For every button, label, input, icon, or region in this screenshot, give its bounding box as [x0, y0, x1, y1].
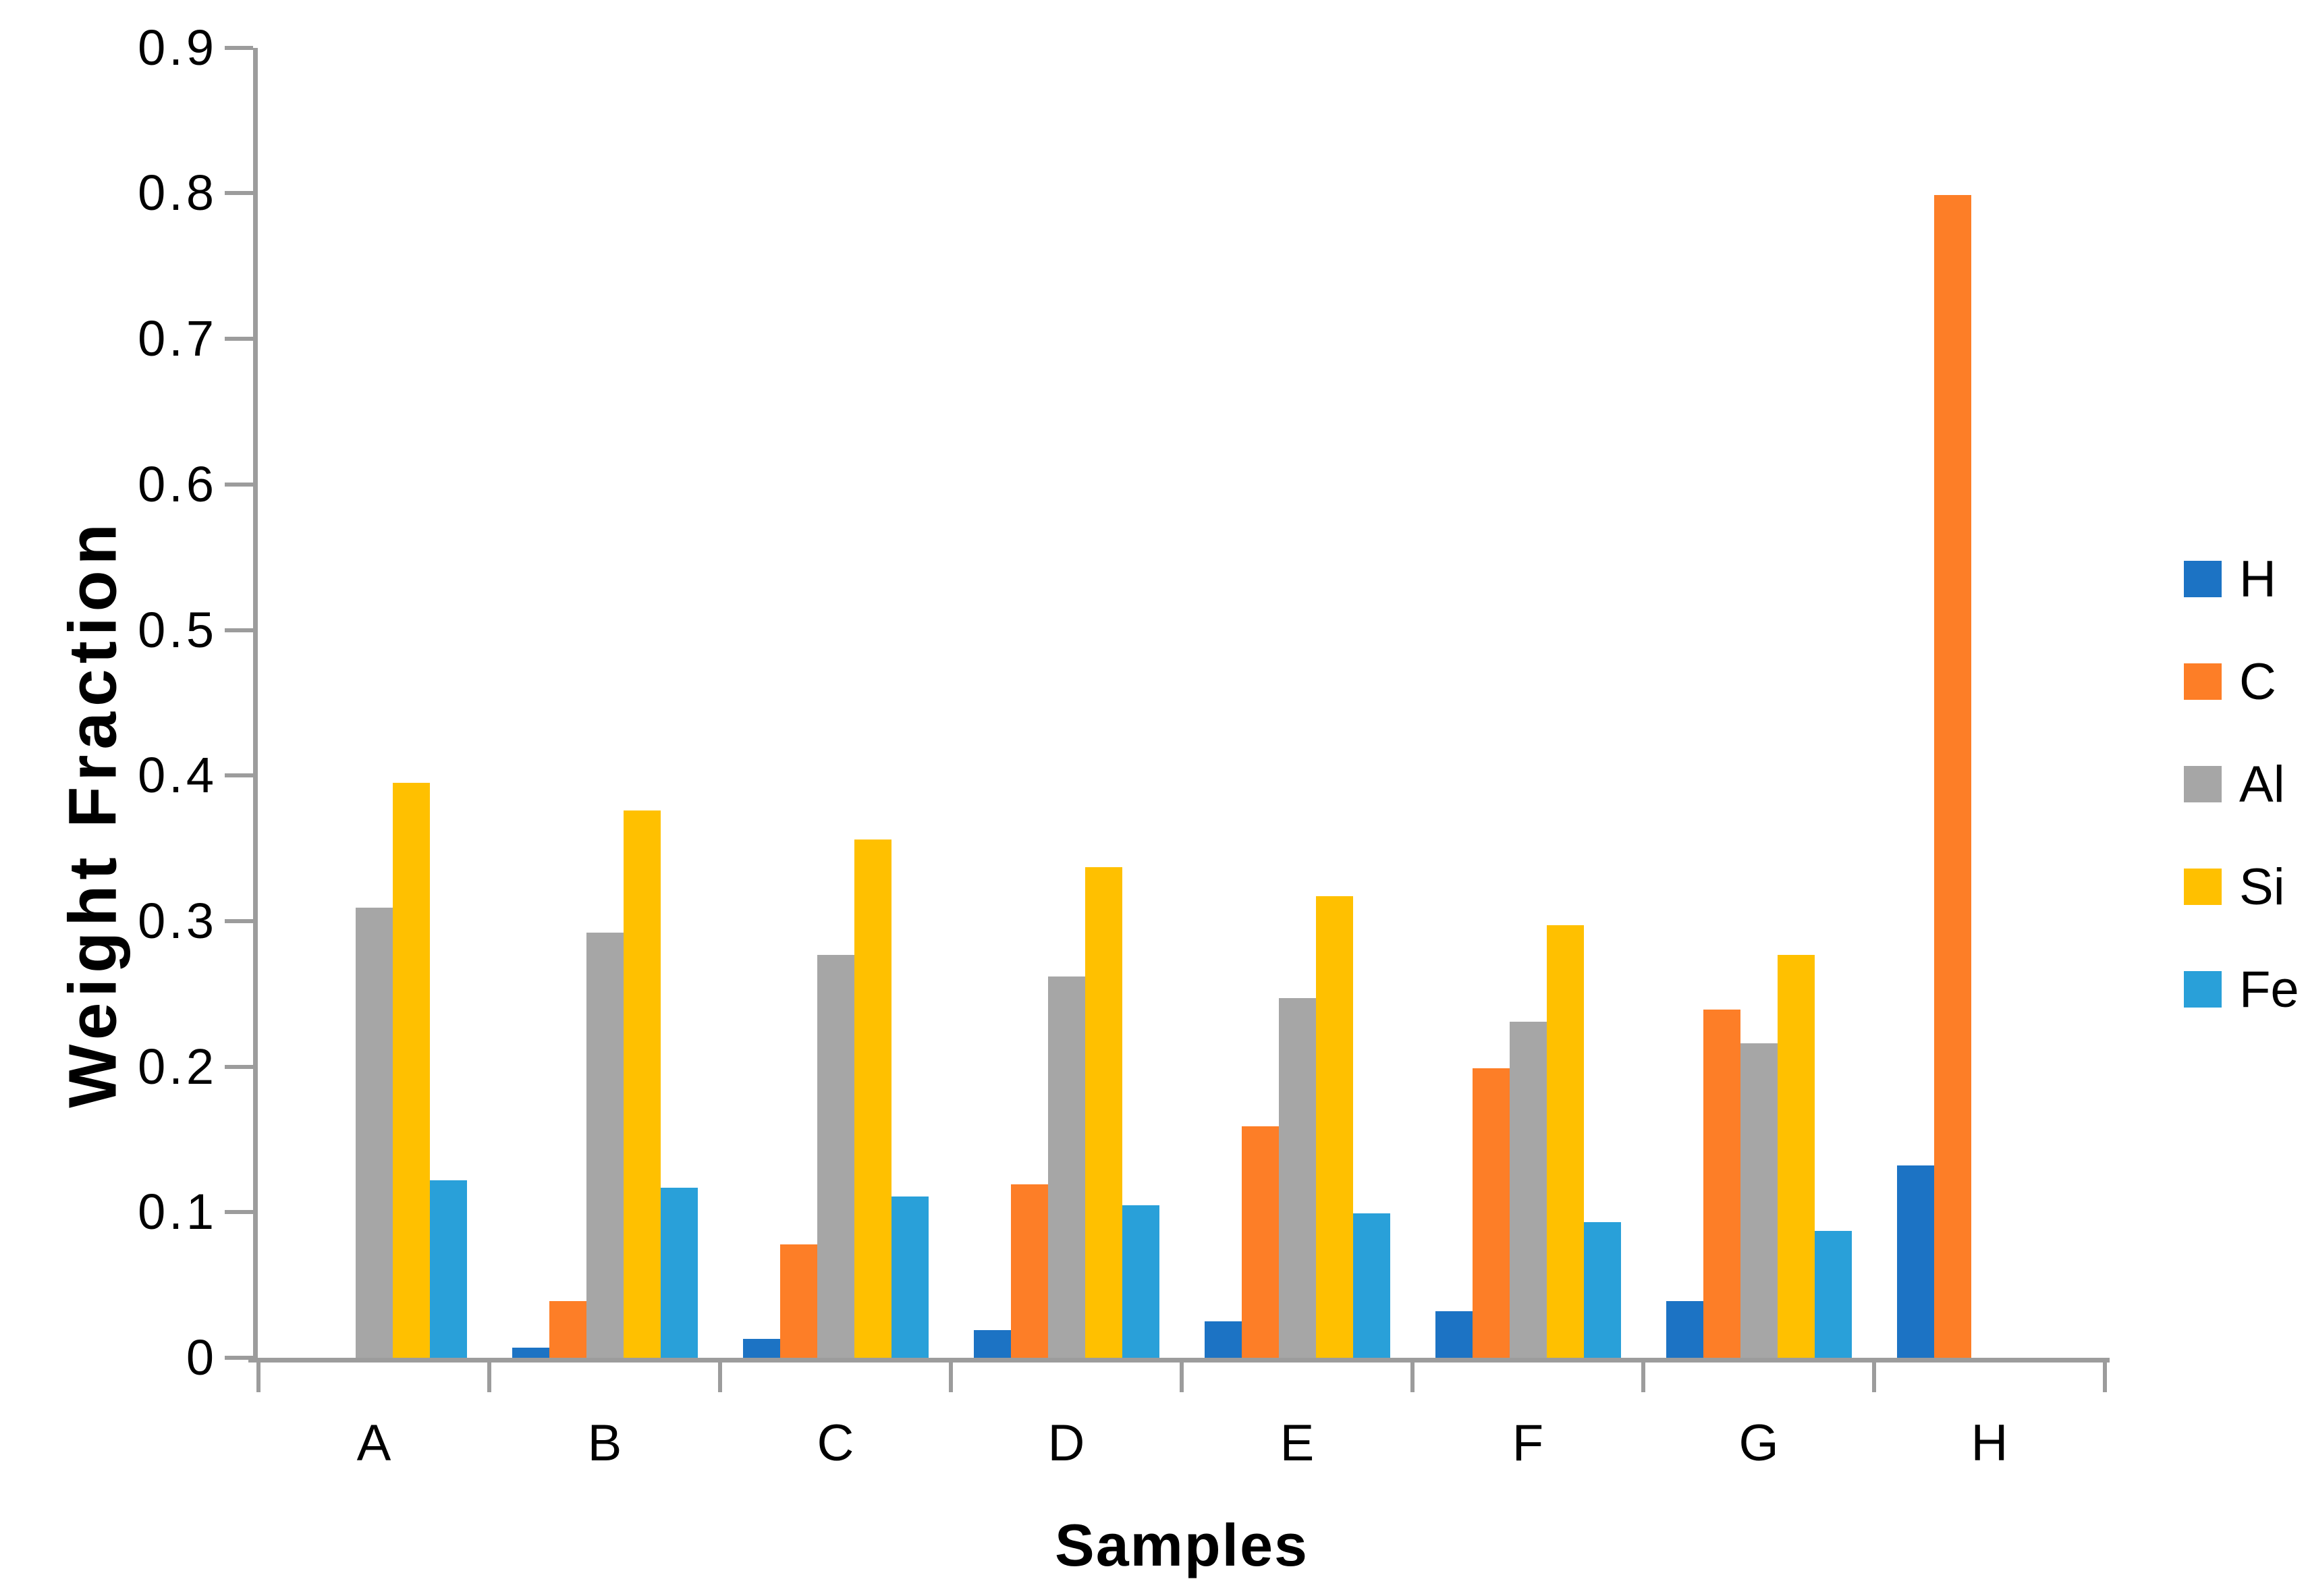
bar-B-C — [549, 1301, 586, 1358]
y-tick-mark — [225, 1064, 253, 1069]
legend-label-C: C — [2239, 653, 2276, 711]
bar-D-Si — [1085, 867, 1122, 1358]
bar-E-Fe — [1353, 1213, 1390, 1358]
legend-label-Fe: Fe — [2239, 960, 2299, 1018]
category-label-H: H — [1971, 1414, 2008, 1472]
x-tick-mark — [1410, 1363, 1415, 1392]
x-tick-mark — [1872, 1363, 1876, 1392]
legend-swatch-H — [2184, 561, 2222, 597]
y-tick-mark — [225, 337, 253, 341]
x-tick-mark — [1180, 1363, 1184, 1392]
bar-H-H — [1897, 1165, 1934, 1358]
legend-item-Si: Si — [2184, 858, 2285, 916]
y-tick-label: 0.4 — [138, 747, 217, 804]
bar-C-Al — [817, 955, 854, 1358]
bar-G-Al — [1740, 1043, 1778, 1358]
bar-B-H — [512, 1348, 549, 1358]
y-axis-line — [253, 47, 258, 1363]
bar-F-Al — [1510, 1022, 1547, 1358]
category-label-F: F — [1512, 1414, 1544, 1472]
bar-F-Si — [1547, 925, 1584, 1358]
bar-E-Al — [1279, 998, 1316, 1358]
bar-B-Si — [624, 810, 661, 1358]
y-tick-label: 0.8 — [138, 165, 217, 221]
y-tick-mark — [225, 628, 253, 632]
bar-F-H — [1435, 1311, 1473, 1358]
bar-G-C — [1703, 1010, 1740, 1358]
y-tick-mark — [225, 45, 253, 50]
y-tick-label: 0.2 — [138, 1038, 217, 1095]
x-tick-mark — [256, 1363, 260, 1392]
y-tick-label: 0.5 — [138, 601, 217, 658]
bar-A-Fe — [430, 1180, 467, 1358]
legend-swatch-Fe — [2184, 971, 2222, 1008]
legend-swatch-Al — [2184, 766, 2222, 802]
y-tick-mark — [225, 482, 253, 487]
x-axis-title: Samples — [1055, 1512, 1309, 1578]
bar-D-C — [1011, 1184, 1048, 1358]
y-tick-label: 0.6 — [138, 456, 217, 512]
bar-D-Fe — [1122, 1205, 1159, 1358]
y-tick-label: 0.1 — [138, 1184, 217, 1240]
legend-label-H: H — [2239, 550, 2276, 608]
bar-C-Si — [854, 840, 891, 1358]
y-tick-mark — [225, 918, 253, 923]
bar-C-Fe — [891, 1196, 929, 1358]
x-tick-mark — [2103, 1363, 2107, 1392]
y-tick-label: 0.7 — [138, 310, 217, 367]
legend-item-Fe: Fe — [2184, 960, 2299, 1018]
bar-G-H — [1666, 1301, 1703, 1358]
y-tick-label: 0 — [186, 1329, 217, 1385]
category-label-A: A — [356, 1414, 391, 1472]
bar-E-Si — [1316, 896, 1353, 1358]
bar-F-C — [1473, 1068, 1510, 1358]
x-tick-mark — [487, 1363, 491, 1392]
bar-B-Fe — [661, 1188, 698, 1358]
y-tick-mark — [225, 191, 253, 196]
y-tick-mark — [225, 1356, 253, 1360]
bar-G-Fe — [1815, 1231, 1852, 1358]
category-label-G: G — [1738, 1414, 1779, 1472]
y-tick-label: 0.3 — [138, 892, 217, 949]
x-tick-mark — [718, 1363, 722, 1392]
legend-item-H: H — [2184, 550, 2276, 608]
bar-A-Al — [356, 908, 393, 1358]
x-tick-mark — [949, 1363, 953, 1392]
x-axis-line — [248, 1358, 2110, 1363]
y-tick-label: 0.9 — [138, 19, 217, 76]
bar-D-Al — [1048, 976, 1085, 1358]
category-label-D: D — [1047, 1414, 1085, 1472]
bar-H-C — [1934, 195, 1971, 1358]
legend-swatch-C — [2184, 663, 2222, 700]
bar-G-Si — [1778, 955, 1815, 1358]
bar-E-C — [1242, 1126, 1279, 1358]
bar-C-C — [780, 1244, 817, 1358]
x-tick-mark — [1641, 1363, 1645, 1392]
category-label-C: C — [817, 1414, 854, 1472]
category-label-E: E — [1280, 1414, 1315, 1472]
legend-swatch-Si — [2184, 869, 2222, 905]
legend-label-Si: Si — [2239, 858, 2285, 916]
legend-item-Al: Al — [2184, 755, 2285, 813]
y-tick-mark — [225, 773, 253, 778]
bar-A-Si — [393, 783, 430, 1358]
bar-B-Al — [586, 933, 624, 1358]
legend-item-C: C — [2184, 653, 2276, 711]
bar-C-H — [743, 1339, 780, 1358]
category-label-B: B — [587, 1414, 622, 1472]
bar-F-Fe — [1584, 1222, 1621, 1358]
y-tick-mark — [225, 1210, 253, 1215]
bar-E-H — [1205, 1321, 1242, 1358]
legend-label-Al: Al — [2239, 755, 2285, 813]
bar-D-H — [974, 1330, 1011, 1358]
